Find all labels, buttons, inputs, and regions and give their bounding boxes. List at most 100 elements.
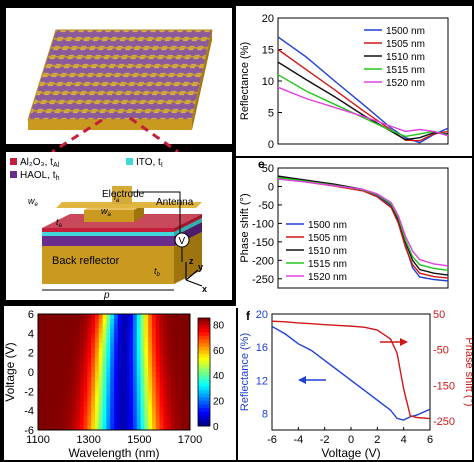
heatmap-cell bbox=[102, 425, 107, 431]
heatmap-cell bbox=[121, 420, 126, 426]
heatmap-cell bbox=[95, 347, 100, 354]
colorbar-tick-label: 80 bbox=[213, 320, 225, 331]
heatmap-cell bbox=[64, 386, 69, 392]
heatmap-cell bbox=[144, 338, 149, 344]
heatmap-cell bbox=[174, 401, 180, 407]
legend-label: 1510 nm bbox=[386, 52, 425, 63]
heatmap-cell bbox=[182, 367, 187, 373]
heatmap-cell bbox=[152, 376, 157, 383]
heatmap-cell bbox=[182, 333, 187, 339]
heatmap-cell bbox=[144, 357, 149, 363]
heatmap-cell bbox=[95, 420, 100, 426]
heatmap-cell bbox=[140, 386, 145, 392]
y-tick-label: 20 bbox=[262, 13, 274, 25]
heatmap-cell bbox=[140, 328, 145, 334]
heatmap-cell bbox=[68, 314, 73, 320]
heatmap-cell bbox=[95, 396, 100, 402]
heatmap-cell bbox=[152, 401, 157, 407]
heatmap-cell bbox=[186, 401, 191, 407]
heatmap-cell bbox=[110, 352, 115, 358]
heatmap-cell bbox=[159, 376, 164, 383]
y-left-tick-label: 20 bbox=[256, 309, 268, 321]
heatmap-cell bbox=[167, 386, 172, 392]
heatmap-cell bbox=[178, 347, 183, 354]
colorbar-tick-label: 40 bbox=[213, 371, 225, 382]
heatmap-cell bbox=[129, 367, 134, 373]
heatmap-cell bbox=[163, 415, 168, 421]
heatmap-cell bbox=[148, 323, 153, 329]
heatmap-cell bbox=[129, 343, 134, 349]
heatmap-cell bbox=[186, 333, 191, 339]
heatmap-cell bbox=[159, 401, 164, 407]
heatmap-cell bbox=[121, 386, 126, 392]
heatmap-cell bbox=[91, 372, 96, 378]
heatmap-cell bbox=[87, 425, 92, 431]
heatmap-cell bbox=[163, 347, 168, 354]
plot-frame bbox=[271, 313, 431, 431]
heatmap-cell bbox=[95, 391, 100, 397]
y-tick-label: -200 bbox=[252, 255, 274, 267]
heatmap-cell bbox=[148, 362, 153, 368]
heatmap-cell bbox=[64, 338, 69, 344]
heatmap-cell bbox=[178, 420, 183, 426]
heatmap-cell bbox=[68, 318, 73, 325]
heatmap-cell bbox=[155, 405, 161, 412]
heatmap-cell bbox=[45, 314, 50, 320]
heatmap-cell bbox=[64, 381, 69, 387]
colorbar-segment bbox=[198, 411, 210, 416]
heatmap-cell bbox=[186, 415, 191, 421]
heatmap-cell bbox=[136, 372, 142, 378]
heatmap-cell bbox=[102, 405, 107, 412]
heatmap-cell bbox=[163, 410, 168, 416]
heatmap-cell bbox=[60, 318, 66, 325]
y-left-axis-label: Reflectance (%) bbox=[239, 333, 251, 411]
heatmap-cell bbox=[152, 352, 157, 358]
heatmap-cell bbox=[72, 323, 77, 329]
heatmap-cell bbox=[155, 415, 161, 421]
heatmap-cell bbox=[121, 376, 126, 383]
heatmap-cell bbox=[64, 314, 69, 320]
heatmap-cell bbox=[117, 401, 123, 407]
heatmap-cell bbox=[152, 396, 157, 402]
heatmap-cell bbox=[64, 323, 69, 329]
heatmap-cell bbox=[167, 425, 172, 431]
heatmap-cell bbox=[91, 352, 96, 358]
heatmap-cell bbox=[144, 328, 149, 334]
heatmap-cell bbox=[186, 352, 191, 358]
heatmap-cell bbox=[53, 318, 58, 325]
heatmap-cell bbox=[102, 357, 107, 363]
x-tick-label: -2 bbox=[320, 434, 330, 446]
label-p: p bbox=[103, 290, 110, 300]
heatmap-cell bbox=[167, 323, 172, 329]
heatmap-cell bbox=[114, 338, 119, 344]
colorbar-segment bbox=[198, 357, 210, 362]
heatmap-cell bbox=[91, 396, 96, 402]
heatmap-cell bbox=[57, 415, 62, 421]
heatmap-cell bbox=[38, 415, 43, 421]
heatmap-cell bbox=[167, 405, 172, 412]
heatmap-cell bbox=[91, 386, 96, 392]
heatmap-cell bbox=[163, 401, 168, 407]
y-tick-label: -150 bbox=[252, 237, 274, 249]
heatmap-cell bbox=[114, 323, 119, 329]
heatmap-cell bbox=[114, 391, 119, 397]
heatmap-cell bbox=[117, 318, 123, 325]
legend-label: 1500 nm bbox=[386, 26, 425, 37]
heatmap-cell bbox=[49, 318, 54, 325]
heatmap-cell bbox=[171, 347, 176, 354]
heatmap-cell bbox=[64, 367, 69, 373]
heatmap-cell bbox=[72, 401, 77, 407]
heatmap-cell bbox=[64, 328, 69, 334]
heatmap-cell bbox=[53, 396, 58, 402]
colorbar-segment bbox=[198, 368, 210, 373]
heatmap-cell bbox=[64, 410, 69, 416]
heatmap-cell bbox=[79, 323, 85, 329]
heatmap-cell bbox=[133, 391, 138, 397]
heatmap-cell bbox=[140, 405, 145, 412]
heatmap-cell bbox=[38, 420, 43, 426]
heatmap-cell bbox=[91, 362, 96, 368]
heatmap-cell bbox=[68, 323, 73, 329]
heatmap-cell bbox=[117, 405, 123, 412]
heatmap-cell bbox=[38, 391, 43, 397]
heatmap-cell bbox=[148, 314, 153, 320]
